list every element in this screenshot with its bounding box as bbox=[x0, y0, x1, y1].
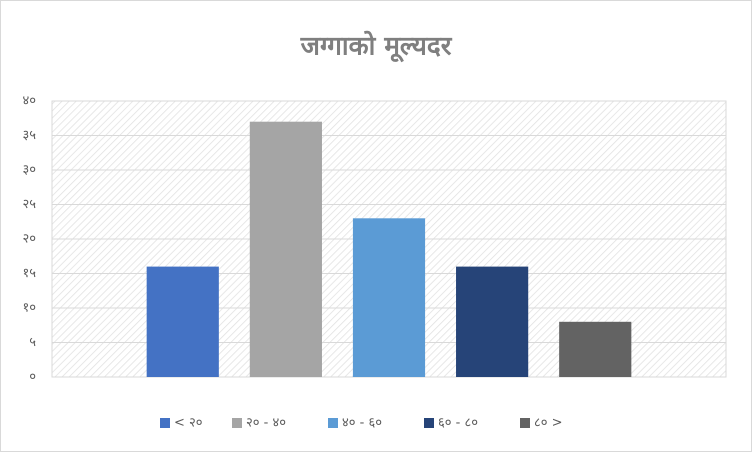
bar bbox=[559, 321, 632, 377]
y-tick-label: ३५ bbox=[22, 128, 36, 143]
y-tick-label: १५ bbox=[22, 266, 36, 281]
y-tick-label: ५ bbox=[29, 335, 36, 350]
legend-label: ४० - ६० bbox=[342, 416, 382, 431]
bar bbox=[249, 121, 322, 377]
legend-swatch bbox=[424, 418, 434, 428]
bar bbox=[456, 266, 529, 377]
legend-swatch bbox=[232, 418, 242, 428]
y-tick-label: १० bbox=[22, 301, 36, 316]
y-tick-label: ० bbox=[29, 370, 36, 385]
bar bbox=[146, 266, 219, 377]
chart-title: जग्गाको मूल्यदर bbox=[300, 31, 453, 63]
y-tick-label: २० bbox=[22, 232, 36, 247]
legend-label: < २० bbox=[174, 416, 203, 431]
y-tick-label: ३० bbox=[22, 163, 36, 178]
legend-swatch bbox=[520, 418, 530, 428]
y-tick-label: ४० bbox=[22, 94, 36, 109]
legend-label: ६० - ८० bbox=[438, 416, 478, 431]
legend-label: ८० > bbox=[534, 416, 563, 431]
legend-label: २० - ४० bbox=[246, 416, 286, 431]
legend-swatch bbox=[328, 418, 338, 428]
legend-swatch bbox=[160, 418, 170, 428]
bar bbox=[352, 218, 426, 377]
y-tick-label: २५ bbox=[22, 197, 36, 212]
